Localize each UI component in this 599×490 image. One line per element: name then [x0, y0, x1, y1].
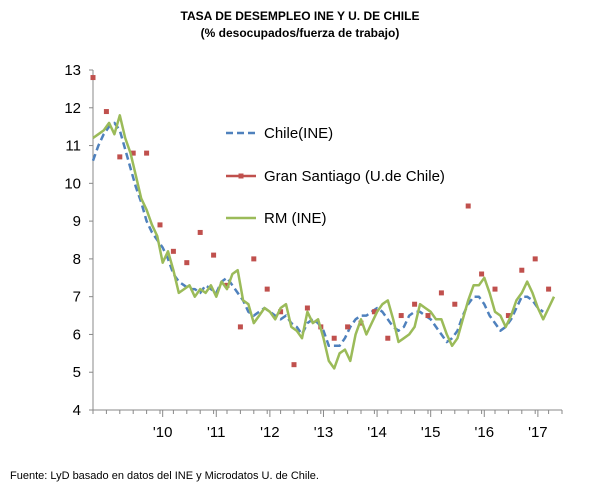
- data-point: [224, 282, 230, 288]
- data-point: [546, 286, 552, 292]
- y-tick-label: 9: [73, 213, 81, 230]
- x-tick-label: '10: [153, 424, 173, 441]
- y-tick-label: 4: [73, 402, 81, 419]
- data-point: [264, 286, 270, 292]
- x-tick-label: '14: [367, 424, 387, 441]
- y-tick-label: 10: [64, 175, 81, 192]
- legend-label-rm-ine: RM (INE): [264, 210, 327, 227]
- data-point: [385, 335, 391, 341]
- x-tick-labels: '10 '11 '12 '13 '14 '15 '16 '17: [153, 410, 548, 441]
- data-point: [197, 229, 203, 235]
- data-point: [291, 362, 297, 368]
- y-tick-label: 8: [73, 251, 81, 268]
- x-tick-label: '11: [207, 424, 225, 441]
- data-point: [237, 324, 243, 330]
- data-point: [90, 75, 96, 81]
- y-tick-label: 5: [73, 364, 81, 381]
- data-point: [532, 256, 538, 262]
- data-point: [398, 313, 404, 319]
- y-tick-label: 6: [73, 326, 81, 343]
- y-tick-label: 11: [65, 138, 81, 155]
- series-gran-santiago-u-de-chile-markers: [90, 75, 552, 368]
- data-point: [184, 260, 190, 266]
- x-tick-label: '15: [421, 424, 441, 441]
- y-tick-label: 13: [64, 62, 81, 79]
- data-point: [170, 248, 176, 254]
- data-point: [452, 301, 458, 307]
- x-tick-label: '13: [314, 424, 334, 441]
- y-tick-labels: 4 5 6 7 8 9 10 11 12 13: [64, 62, 93, 419]
- data-point: [278, 309, 284, 315]
- data-point: [117, 154, 123, 160]
- data-point: [345, 324, 351, 330]
- data-point: [519, 267, 525, 273]
- data-point: [465, 203, 471, 209]
- data-point: [211, 252, 217, 258]
- data-point: [331, 335, 337, 341]
- y-tick-label: 12: [64, 100, 81, 117]
- data-point: [130, 150, 136, 156]
- series-layer: [90, 75, 556, 370]
- data-point: [358, 320, 364, 326]
- data-point: [505, 313, 511, 319]
- data-point: [479, 271, 485, 277]
- y-tick-label: 7: [73, 289, 81, 306]
- chart-subtitle: (% desocupados/fuerza de trabajo): [201, 26, 400, 40]
- x-tick-label: '12: [260, 424, 280, 441]
- x-tick-label: '17: [528, 424, 548, 441]
- data-point: [492, 286, 498, 292]
- data-point: [304, 305, 310, 311]
- data-point: [144, 150, 150, 156]
- series-chile-ine-line: [91, 121, 544, 348]
- data-point: [425, 313, 431, 319]
- x-tick-label: '16: [474, 424, 494, 441]
- series-rm-ine-line: [92, 114, 556, 370]
- legend: Chile(INE) Gran Santiago (U.de Chile) RM (…: [226, 125, 445, 227]
- source-note: Fuente: LyD basado en datos del INE y Mi…: [10, 470, 319, 482]
- data-point: [412, 301, 418, 307]
- data-point: [103, 109, 109, 115]
- data-point: [438, 290, 444, 296]
- data-point: [157, 222, 163, 228]
- data-point: [251, 256, 257, 262]
- legend-label-chile-ine: Chile(INE): [264, 125, 333, 142]
- data-point: [371, 309, 377, 315]
- x-minor-ticks: [92, 410, 563, 414]
- legend-label-gran-santiago-u-de-chile: Gran Santiago (U.de Chile): [264, 168, 445, 185]
- chart-title: TASA DE DESEMPLEO INE Y U. DE CHILE: [181, 9, 420, 23]
- legend-marker-gran-santiago-u-de-chile: [238, 173, 244, 179]
